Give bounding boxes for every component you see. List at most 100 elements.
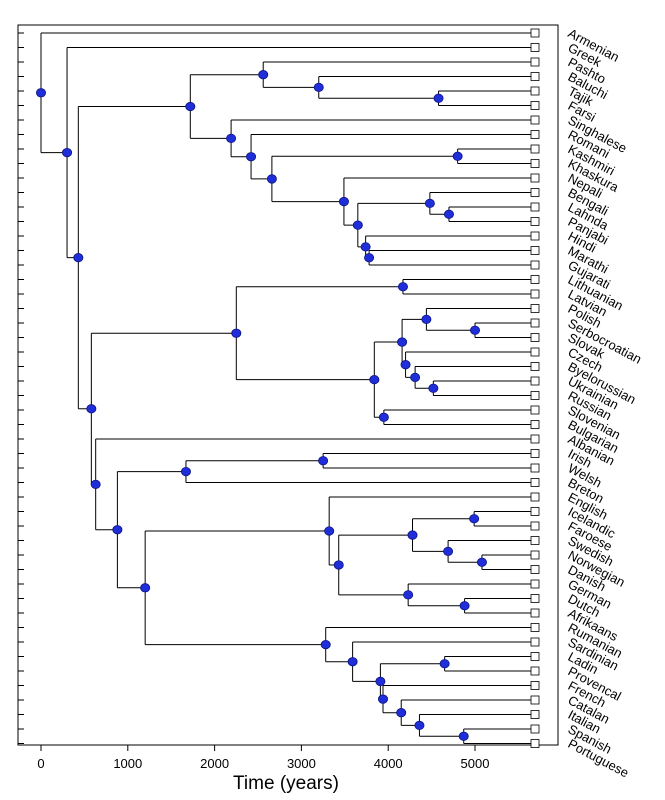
split-node xyxy=(226,133,237,143)
split-node xyxy=(180,466,191,477)
split-node xyxy=(231,328,242,338)
x-tick-label: 3000 xyxy=(287,756,316,771)
split-node xyxy=(369,375,380,385)
x-axis-label: Time (years) xyxy=(233,773,339,794)
split-node xyxy=(318,456,329,466)
leaf-marker xyxy=(530,304,540,313)
leaf-marker xyxy=(530,739,540,748)
split-node xyxy=(396,708,407,718)
x-tick-label: 1000 xyxy=(113,756,142,771)
leaf-marker xyxy=(530,695,540,705)
leaf-marker xyxy=(530,478,540,487)
split-node xyxy=(62,147,73,158)
leaf-marker xyxy=(530,724,540,734)
split-node xyxy=(433,93,444,103)
split-node xyxy=(360,242,371,252)
leaf-marker xyxy=(530,318,540,328)
leaf-marker xyxy=(530,202,540,212)
leaf-marker xyxy=(530,86,540,96)
leaf-marker xyxy=(530,217,540,226)
leaf-marker xyxy=(530,275,540,284)
leaf-marker xyxy=(530,579,540,589)
split-node xyxy=(36,88,47,98)
leaf-marker xyxy=(530,391,540,400)
split-node xyxy=(324,526,335,536)
leaf-marker xyxy=(530,188,540,197)
split-node xyxy=(377,694,388,704)
leaf-marker xyxy=(530,144,540,154)
tree-branches xyxy=(40,32,531,744)
leaf-marker xyxy=(530,43,540,52)
split-node xyxy=(313,82,324,93)
leaf-marker xyxy=(530,623,540,632)
split-node xyxy=(364,253,375,263)
leaf-marker xyxy=(530,536,540,545)
x-tick-label: 2000 xyxy=(200,756,229,771)
split-node xyxy=(258,70,269,80)
split-node xyxy=(443,546,454,557)
split-node xyxy=(352,220,363,230)
leaf-marker xyxy=(530,434,540,444)
internal-nodes xyxy=(36,70,487,741)
split-node xyxy=(403,590,414,600)
leaf-marker xyxy=(530,159,540,168)
leaf-marker xyxy=(530,173,540,183)
split-node xyxy=(410,372,421,383)
leaf-marker xyxy=(530,608,540,618)
split-node xyxy=(459,601,470,611)
split-node xyxy=(86,404,97,414)
split-node xyxy=(397,282,408,292)
leaf-marker xyxy=(530,666,540,676)
split-node xyxy=(469,514,480,524)
leaf-marker xyxy=(530,449,540,458)
x-tick-label: 0 xyxy=(37,756,44,771)
split-node xyxy=(421,314,432,325)
leaf-marker xyxy=(530,115,540,125)
leaf-marker xyxy=(530,101,540,110)
split-node xyxy=(112,525,123,535)
split-node xyxy=(378,412,389,422)
split-node xyxy=(458,731,469,741)
leaf-marker xyxy=(530,521,540,531)
leaf-marker xyxy=(530,362,540,371)
leaf-marker xyxy=(530,652,540,661)
x-tick-label: 5000 xyxy=(461,756,490,771)
plot-frame xyxy=(17,24,559,746)
split-node xyxy=(476,557,487,567)
leaf-markers xyxy=(530,28,540,748)
leaf-marker xyxy=(530,507,540,516)
leaf-marker xyxy=(530,681,540,690)
split-node xyxy=(140,583,151,593)
split-node xyxy=(424,198,435,209)
leaf-marker xyxy=(530,246,540,255)
leaf-marker xyxy=(530,405,540,415)
x-tick-label: 4000 xyxy=(374,756,403,771)
leaf-marker xyxy=(530,260,540,270)
split-node xyxy=(320,639,331,650)
split-node xyxy=(414,720,425,731)
split-node xyxy=(375,676,386,687)
leaf-marker xyxy=(530,231,540,241)
leaf-marker xyxy=(530,130,540,139)
split-node xyxy=(469,325,480,335)
split-node xyxy=(443,209,454,219)
split-node xyxy=(407,530,418,540)
split-node xyxy=(347,657,358,667)
x-axis: 0 1000 2000 3000 4000 5000 xyxy=(37,745,489,771)
split-node xyxy=(428,383,439,393)
leaf-marker xyxy=(530,594,540,603)
left-tick-marks xyxy=(18,32,24,744)
split-node xyxy=(397,337,408,347)
leaf-marker xyxy=(530,333,540,342)
leaf-marker xyxy=(530,710,540,719)
split-node xyxy=(400,360,411,370)
leaf-marker xyxy=(530,463,540,473)
leaf-marker xyxy=(530,637,540,647)
leaf-marker xyxy=(530,565,540,574)
leaf-marker xyxy=(530,376,540,386)
leaf-marker xyxy=(530,347,540,357)
leaf-marker xyxy=(530,28,540,38)
leaf-marker xyxy=(530,289,540,299)
split-node xyxy=(333,560,344,570)
